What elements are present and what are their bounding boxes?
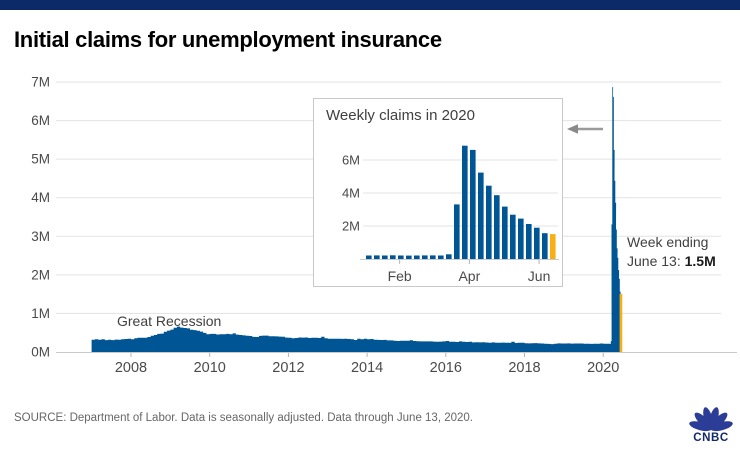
svg-text:2008: 2008 bbox=[115, 360, 147, 376]
svg-text:7M: 7M bbox=[31, 75, 50, 90]
svg-text:2016: 2016 bbox=[430, 360, 462, 376]
svg-text:2014: 2014 bbox=[351, 360, 383, 376]
main-y-axis-labels: 0M 1M 2M 3M 4M 5M 6M 7M bbox=[31, 75, 50, 360]
svg-text:2M: 2M bbox=[31, 267, 50, 282]
latest-week-bar-gold bbox=[619, 293, 623, 352]
inset-chart-title: Weekly claims in 2020 bbox=[326, 107, 475, 124]
annotation-week-ending-line1: Week ending bbox=[627, 234, 709, 250]
inset-chart: 2M 4M 6M Feb Apr Jun Weekly claims in 2020 bbox=[313, 98, 563, 287]
svg-text:3M: 3M bbox=[31, 229, 50, 244]
inset-chart-plot: 2M 4M 6M Feb Apr Jun bbox=[342, 145, 559, 284]
svg-text:Apr: Apr bbox=[458, 268, 480, 284]
cnbc-wordmark: CNBC bbox=[693, 432, 729, 444]
peacock-icon bbox=[689, 407, 733, 432]
svg-text:Jun: Jun bbox=[528, 268, 551, 284]
annotation-week-ending-line2: June 13: bbox=[627, 253, 685, 269]
svg-text:5M: 5M bbox=[31, 152, 50, 167]
inset-x-axis: Feb Apr Jun bbox=[360, 259, 559, 284]
inset-y-axis-labels: 2M 4M 6M bbox=[342, 153, 360, 234]
svg-text:2018: 2018 bbox=[508, 360, 540, 376]
source-note: SOURCE: Department of Labor. Data is sea… bbox=[14, 412, 473, 424]
annotation-great-recession: Great Recession bbox=[117, 313, 222, 329]
svg-text:2012: 2012 bbox=[272, 360, 304, 376]
cnbc-logo: CNBC bbox=[689, 407, 733, 444]
arrow-left-icon bbox=[567, 124, 603, 134]
annotation-week-ending: Week ending June 13: 1.5M bbox=[627, 233, 739, 271]
inset-bars bbox=[366, 145, 556, 259]
svg-text:Feb: Feb bbox=[388, 268, 412, 284]
svg-text:6M: 6M bbox=[342, 153, 360, 168]
svg-text:1M: 1M bbox=[31, 306, 50, 321]
svg-text:2010: 2010 bbox=[194, 360, 226, 376]
svg-text:4M: 4M bbox=[342, 186, 360, 201]
svg-text:6M: 6M bbox=[31, 113, 50, 128]
svg-text:2M: 2M bbox=[342, 219, 360, 234]
page-title: Initial claims for unemployment insuranc… bbox=[14, 27, 442, 52]
svg-text:0M: 0M bbox=[31, 345, 50, 360]
inset-gridlines bbox=[363, 159, 558, 227]
svg-text:4M: 4M bbox=[31, 190, 50, 205]
brand-topbar bbox=[0, 0, 740, 10]
annotation-week-ending-value: 1.5M bbox=[684, 253, 716, 269]
main-x-axis: 2008 2010 2012 2014 2016 2018 2020 bbox=[56, 352, 737, 376]
svg-text:2020: 2020 bbox=[587, 360, 619, 376]
